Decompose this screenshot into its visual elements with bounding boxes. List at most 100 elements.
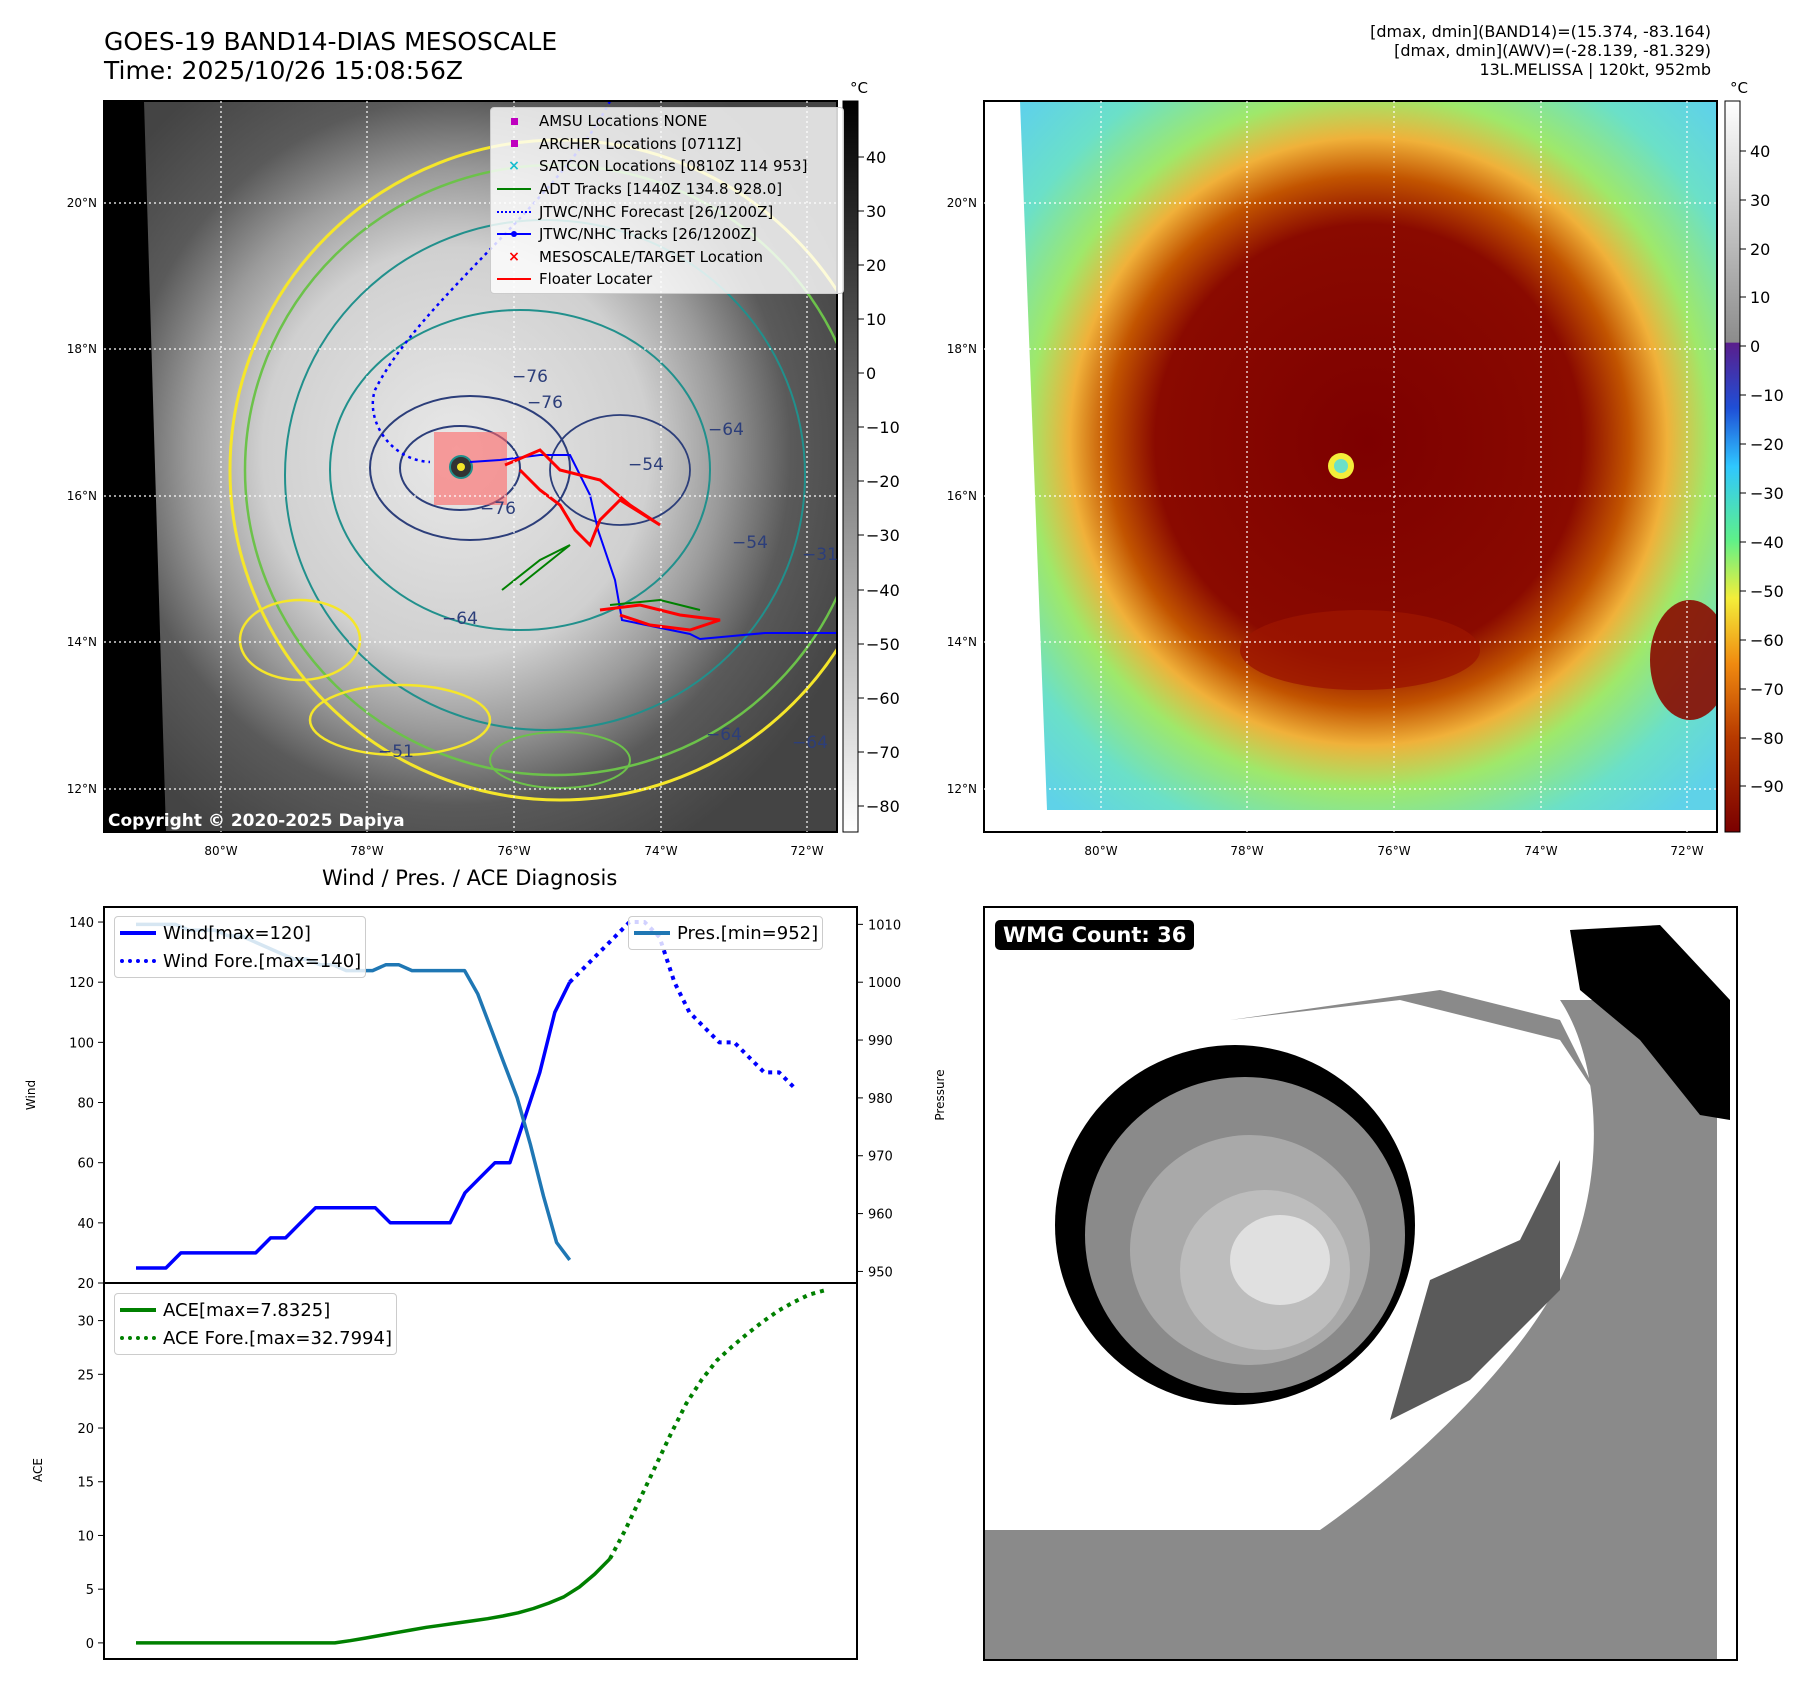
- y-tick-label-right: 1010: [868, 918, 901, 933]
- y-tick-label: 20: [77, 1277, 94, 1292]
- contour-label: −54: [628, 455, 664, 475]
- copyright-label: Copyright © 2020-2025 Dapiya: [108, 811, 405, 831]
- chart-legend-entry: Pres.[min=952]: [633, 919, 818, 947]
- lon-tick-label: 80°W: [204, 844, 237, 858]
- wmg-panel: [983, 906, 1738, 1661]
- contour-label: −51: [378, 742, 414, 762]
- chart-legend-entry: ACE Fore.[max=32.7994]: [119, 1324, 392, 1352]
- lon-tick-label: 72°W: [790, 844, 823, 858]
- lat-tick-label: 18°N: [67, 342, 97, 356]
- title-line-2: Time: 2025/10/26 15:08:56Z: [104, 56, 463, 85]
- y-tick-label-right: 980: [868, 1092, 893, 1107]
- lat-tick-label: 20°N: [947, 196, 977, 210]
- chart-legend-entry: ACE[max=7.8325]: [119, 1296, 392, 1324]
- y-tick-label: 25: [77, 1368, 94, 1383]
- title-line-1: GOES-19 BAND14-DIAS MESOSCALE: [104, 27, 558, 56]
- colorbar-tick-label: −90: [1750, 777, 1784, 796]
- colorbar-tick-label: −40: [1750, 533, 1784, 552]
- contour-label: −64: [792, 733, 828, 753]
- colorbar-tick-label: 0: [1750, 337, 1760, 356]
- lat-tick-label: 16°N: [67, 489, 97, 503]
- series-line-0: [136, 981, 572, 1270]
- diagnosis-title: Wind / Pres. / ACE Diagnosis: [322, 866, 618, 890]
- legend-swatch-icon: [495, 140, 533, 148]
- lat-tick-label: 18°N: [947, 342, 977, 356]
- y-tick-label: 60: [77, 1157, 94, 1172]
- colorbar-unit: °C: [850, 79, 868, 97]
- info-line-1: [dmax, dmin](BAND14)=(15.374, -83.164): [1370, 22, 1711, 41]
- y-tick-label: 20: [77, 1422, 94, 1437]
- series-line-1: [568, 920, 796, 1089]
- y-tick-label: 10: [77, 1529, 94, 1544]
- ace-legend: ACE[max=7.8325] ACE Fore.[max=32.7994]: [114, 1293, 397, 1355]
- colorbar-tick-label: 10: [866, 310, 886, 329]
- colorbar-tick-label: −60: [1750, 631, 1784, 650]
- y-tick-label: 40: [77, 1217, 94, 1232]
- contour-label: −31: [802, 545, 838, 565]
- colorbar-tick-label: 40: [1750, 142, 1770, 161]
- colorbar-tick-label: −10: [1750, 386, 1784, 405]
- contour-label: −54: [732, 533, 768, 553]
- colorbar-tick-label: −30: [866, 526, 900, 545]
- legend-line-icon: [119, 959, 157, 963]
- map-legend-label: SATCON Locations [0810Z 114 953]: [539, 157, 808, 176]
- lon-tick-label: 76°W: [497, 844, 530, 858]
- lon-tick-label: 72°W: [1670, 844, 1703, 858]
- colorbar-unit: °C: [1730, 79, 1748, 97]
- y-axis-label: Wind: [24, 1080, 38, 1110]
- y-tick-label: 140: [69, 916, 94, 931]
- ace-series-line-0: [136, 1557, 612, 1645]
- map-legend: AMSU Locations NONE ARCHER Locations [071…: [490, 107, 844, 294]
- color-colorbar: [1724, 100, 1741, 833]
- legend-line-icon: [119, 1308, 157, 1312]
- chart-legend-label: Wind Fore.[max=140]: [163, 950, 362, 972]
- map-legend-entry: ADT Tracks [1440Z 134.8 928.0]: [495, 178, 839, 201]
- colorbar-ticks: 40 30 20 10 0 −10 −20 −30 −40 −50 −60 −70 −80 °C 40 30 2…: [850, 79, 1784, 816]
- colorbar-tick-label: −70: [866, 743, 900, 762]
- map-legend-label: ARCHER Locations [0711Z]: [539, 134, 742, 153]
- figure-title: GOES-19 BAND14-DIAS MESOSCALE Time: 2025…: [104, 27, 557, 85]
- map-legend-entry: JTWC/NHC Tracks [26/1200Z]: [495, 223, 839, 246]
- legend-line-icon: [633, 931, 671, 935]
- map-legend-entry: ARCHER Locations [0711Z]: [495, 133, 839, 156]
- y-tick-label-right: 990: [868, 1034, 893, 1049]
- y-axis-label-right: Pressure: [933, 1069, 947, 1120]
- map-legend-label: JTWC/NHC Forecast [26/1200Z]: [539, 202, 774, 221]
- colorbar-tick-label: 10: [1750, 288, 1770, 307]
- y-tick-label-right: 970: [868, 1150, 893, 1165]
- info-line-2: [dmax, dmin](AWV)=(-28.139, -81.329): [1394, 41, 1711, 60]
- colorbar-tick-label: −80: [866, 797, 900, 816]
- lat-tick-label: 14°N: [67, 635, 97, 649]
- contour-label: −64: [708, 420, 744, 440]
- lon-tick-label: 78°W: [350, 844, 383, 858]
- y-tick-label-right: 1000: [868, 976, 901, 991]
- y-tick-label: 100: [69, 1036, 94, 1051]
- legend-line-icon: [119, 931, 157, 935]
- wmg-count-badge: WMG Count: 36: [995, 920, 1195, 950]
- y-tick-label: 120: [69, 976, 94, 991]
- colorbar-tick-label: −50: [866, 635, 900, 654]
- lon-tick-label: 80°W: [1084, 844, 1117, 858]
- map-legend-entry: × MESOSCALE/TARGET Location: [495, 246, 839, 269]
- colorbar-tick-label: 30: [1750, 191, 1770, 210]
- contour-label: −76: [527, 393, 563, 413]
- lon-tick-label: 74°W: [1524, 844, 1557, 858]
- figure-info: [dmax, dmin](BAND14)=(15.374, -83.164) […: [1370, 22, 1711, 79]
- contour-label: −76: [480, 499, 516, 519]
- colorbar-tick-label: −80: [1750, 729, 1784, 748]
- chart-legend-entry: Wind Fore.[max=140]: [119, 947, 361, 975]
- map-legend-entry: AMSU Locations NONE: [495, 110, 839, 133]
- legend-swatch-icon: ×: [508, 158, 520, 175]
- map-legend-label: JTWC/NHC Tracks [26/1200Z]: [539, 225, 757, 244]
- chart-legend-entry: Wind[max=120]: [119, 919, 361, 947]
- legend-swatch-icon: [495, 117, 533, 125]
- lat-tick-label: 12°N: [947, 782, 977, 796]
- legend-swatch-icon: [495, 188, 533, 191]
- map-legend-entry: × SATCON Locations [0810Z 114 953]: [495, 155, 839, 178]
- y-tick-label: 0: [86, 1637, 94, 1652]
- map-legend-label: Floater Locater: [539, 270, 653, 289]
- legend-line-icon: [119, 1336, 157, 1340]
- colorbar-tick-label: 40: [866, 148, 886, 167]
- lon-tick-label: 78°W: [1230, 844, 1263, 858]
- colorbar-tick-label: 30: [866, 202, 886, 221]
